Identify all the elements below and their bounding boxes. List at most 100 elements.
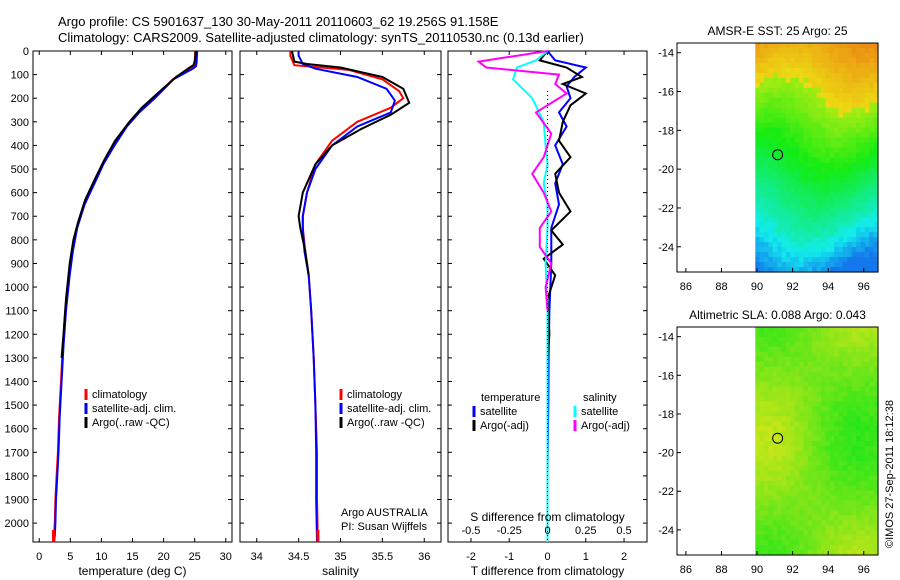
sst_map-cell bbox=[768, 167, 774, 174]
sst_map-cell bbox=[834, 252, 840, 258]
sst_map-cell bbox=[803, 102, 809, 109]
sst_map-cell bbox=[847, 212, 853, 218]
sst_map-cell bbox=[838, 247, 844, 253]
sst_map-cell bbox=[829, 192, 835, 198]
sst_map-cell bbox=[856, 162, 862, 169]
sst_map-cell bbox=[829, 67, 835, 74]
sst_map-cell bbox=[821, 242, 826, 248]
sst_map-cell bbox=[860, 57, 866, 64]
sst_map-cell bbox=[825, 77, 831, 84]
sst_map-cell bbox=[873, 207, 879, 213]
sla_map-cell bbox=[803, 485, 809, 492]
sla_map-cell bbox=[829, 530, 835, 536]
sla_map-cell bbox=[869, 475, 875, 482]
sla_map-cell bbox=[781, 431, 787, 437]
sla_map-cell bbox=[812, 460, 818, 467]
sst_map-cell bbox=[794, 57, 800, 64]
sst_map-cell bbox=[842, 107, 848, 114]
sst_map-cell bbox=[759, 152, 765, 159]
sla_map-cell bbox=[860, 465, 866, 472]
sst_map-cell bbox=[829, 72, 835, 79]
sla_map-cell bbox=[785, 480, 791, 487]
sst_map-cell bbox=[755, 202, 761, 208]
sst_map-cell bbox=[851, 57, 857, 64]
sst_map-cell bbox=[856, 142, 862, 149]
sla_map-cell bbox=[842, 346, 848, 353]
sst_map-cell bbox=[838, 257, 844, 263]
sst_map-cell bbox=[799, 152, 805, 159]
sla_map-cell bbox=[838, 411, 844, 417]
sla_map-cell bbox=[785, 510, 791, 516]
sst_map-cell bbox=[821, 252, 826, 258]
sst_map-cell bbox=[803, 192, 809, 198]
sst_map-cell bbox=[790, 132, 796, 139]
sla_map-xtick-label: 92 bbox=[786, 564, 798, 576]
temperature-legend-label: satellite-adj. clim. bbox=[92, 403, 176, 415]
sst_map-cell bbox=[812, 237, 818, 243]
sla_map-cell bbox=[781, 396, 787, 402]
sla_map-cell bbox=[799, 545, 805, 551]
sla_map-cell bbox=[768, 465, 774, 472]
sla_map-cell bbox=[821, 406, 826, 412]
sla_map-cell bbox=[873, 436, 879, 442]
sla_map-cell bbox=[873, 490, 879, 497]
sst_map-cell bbox=[807, 72, 813, 79]
sst_map-cell bbox=[869, 147, 875, 154]
sst_map-cell bbox=[869, 207, 875, 213]
sst_map-cell bbox=[829, 137, 835, 144]
difference-xtick-label: 1 bbox=[583, 551, 589, 563]
sla_map-cell bbox=[781, 490, 787, 497]
sst_map-cell bbox=[864, 177, 870, 183]
sst_map-cell bbox=[816, 237, 822, 243]
sla_map-cell bbox=[821, 460, 826, 467]
sla_map-cell bbox=[781, 356, 787, 363]
sla_map-cell bbox=[768, 396, 774, 402]
sst_map-cell bbox=[768, 77, 774, 84]
sst_map-cell bbox=[834, 202, 840, 208]
sst_map-cell bbox=[838, 227, 844, 233]
sla_map-cell bbox=[834, 535, 840, 541]
sla_map-cell bbox=[803, 495, 809, 502]
sla_map-cell bbox=[847, 510, 853, 516]
sst_map-cell bbox=[755, 162, 761, 169]
sst_map-cell bbox=[755, 87, 761, 94]
sst_map-cell bbox=[851, 187, 857, 193]
sla_map-cell bbox=[860, 525, 866, 531]
sla_map-cell bbox=[821, 341, 826, 348]
sst_map-cell bbox=[825, 202, 831, 208]
sst_map-cell bbox=[842, 202, 848, 208]
sst_map-cell bbox=[785, 187, 791, 193]
sla_map-cell bbox=[799, 376, 805, 383]
sla_map-cell bbox=[851, 495, 857, 502]
sst_map-cell bbox=[834, 232, 840, 238]
sst_map-cell bbox=[799, 182, 805, 188]
sst_map-cell bbox=[842, 237, 848, 243]
sla_map-cell bbox=[759, 485, 765, 492]
sst_map-cell bbox=[856, 62, 862, 69]
sst_map-cell bbox=[759, 48, 765, 54]
sdiff-xtick-label: 0.5 bbox=[616, 525, 631, 537]
sla_map-cell bbox=[869, 406, 875, 412]
sst_map-cell bbox=[834, 242, 840, 248]
sla_map-cell bbox=[807, 450, 813, 457]
sla_map-cell bbox=[829, 495, 835, 502]
sla_map-cell bbox=[860, 351, 866, 358]
sst_map-cell bbox=[821, 202, 826, 208]
sla_map-cell bbox=[764, 510, 769, 516]
sla_map-cell bbox=[869, 500, 875, 507]
sst_map-cell bbox=[873, 227, 879, 233]
sla_map-cell bbox=[856, 495, 862, 502]
sla_map-cell bbox=[829, 421, 835, 427]
sst_map-cell bbox=[772, 182, 778, 188]
sla_map-cell bbox=[816, 515, 822, 521]
sst_map-cell bbox=[847, 62, 853, 69]
sst_map-cell bbox=[873, 197, 879, 203]
sla_map-cell bbox=[860, 470, 866, 477]
sst_map-cell bbox=[864, 57, 870, 64]
sla_map-cell bbox=[864, 485, 870, 492]
sla_map-cell bbox=[764, 391, 769, 397]
sla_map-cell bbox=[781, 485, 787, 492]
sst_map-cell bbox=[834, 57, 840, 64]
sst_map-xtick-label: 90 bbox=[751, 281, 763, 293]
